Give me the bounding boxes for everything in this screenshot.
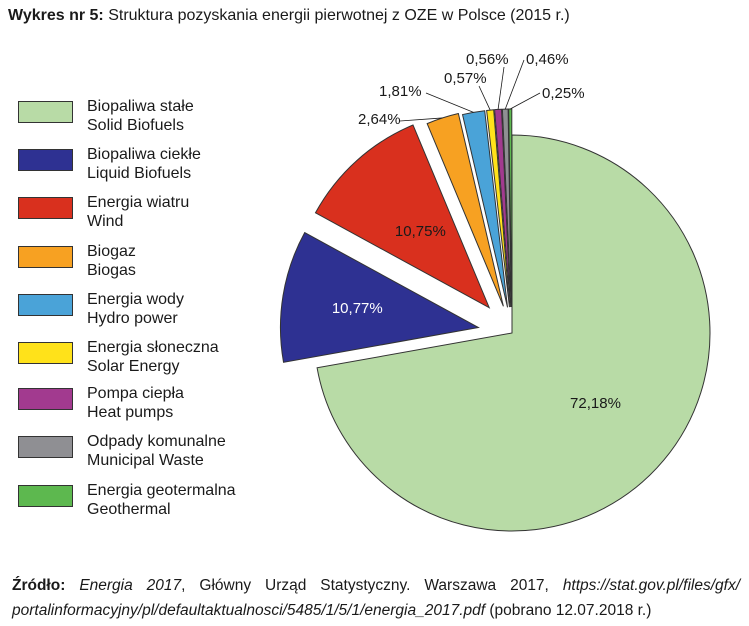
leader-line <box>497 66 505 110</box>
pie-slice <box>279 231 480 363</box>
legend-label-en: Heat pumps <box>87 404 174 421</box>
slice-label: 72,18% <box>570 395 621 412</box>
legend-label-pl: Odpady komunalne <box>87 433 226 450</box>
legend-label-en: Hydro power <box>87 310 178 327</box>
source-url-line2[interactable]: portalinformacyjny/pl/defaultaktualnosci… <box>12 602 486 619</box>
legend-label-pl: Energia wiatru <box>87 194 190 211</box>
pie-slice <box>508 108 513 308</box>
pie-slice <box>316 134 711 532</box>
legend-label-pl: Energia geotermalna <box>87 482 236 499</box>
legend-swatch <box>18 388 73 410</box>
legend-swatch <box>18 197 73 219</box>
legend-label-pl: Biogaz <box>87 243 136 260</box>
slice-label: 1,81% <box>379 83 422 100</box>
chart-title: Wykres nr 5: Struktura pozyskania energi… <box>8 7 570 25</box>
legend-item-solar: Energia słoneczna Solar Energy <box>18 338 278 378</box>
pie-slice <box>426 112 504 307</box>
legend-item-hydro: Energia wody Hydro power <box>18 290 278 330</box>
title-text: Struktura pozyskania energii pierwotnej … <box>108 7 570 24</box>
source-retrieved: (pobrano 12.07.2018 r.) <box>489 602 652 619</box>
source-note: Źródło: Energia 2017, Główny Urząd Staty… <box>12 573 740 623</box>
legend-item-geothermal: Energia geotermalna Geothermal <box>18 481 278 521</box>
leader-line <box>478 85 491 111</box>
legend-label-en: Wind <box>87 213 124 230</box>
legend-label-en: Liquid Biofuels <box>87 165 192 182</box>
legend-label-en: Municipal Waste <box>87 452 204 469</box>
slice-label: 0,56% <box>466 51 509 68</box>
legend-swatch <box>18 149 73 171</box>
slice-label: 10,75% <box>395 223 446 240</box>
legend-swatch <box>18 246 73 268</box>
legend-label-en: Solid Biofuels <box>87 117 184 134</box>
title-prefix: Wykres nr 5: <box>8 7 104 24</box>
leader-line <box>399 117 443 122</box>
legend-item-solid-biofuels: Biopaliwa stałe Solid Biofuels <box>18 97 278 137</box>
source-label: Źródło: <box>12 577 66 594</box>
legend-swatch <box>18 294 73 316</box>
slice-label: 10,77% <box>332 300 383 317</box>
leader-line <box>504 59 525 110</box>
legend-swatch <box>18 101 73 123</box>
slice-label: 0,57% <box>444 70 487 87</box>
legend-swatch <box>18 436 73 458</box>
pie-chart: 72,18% 10,77% 10,75% 2,64% 1,81% 0,57% 0,56% 0,… <box>279 51 711 532</box>
slice-label: 2,64% <box>358 111 401 128</box>
legend-label-en: Solar Energy <box>87 358 180 375</box>
pie-slice <box>314 124 491 309</box>
legend-swatch <box>18 485 73 507</box>
legend-label-pl: Energia słoneczna <box>87 339 219 356</box>
legend-swatch <box>18 342 73 364</box>
slice-label: 0,25% <box>542 85 585 102</box>
leader-line <box>425 92 474 113</box>
legend-item-heat-pumps: Pompa ciepła Heat pumps <box>18 384 278 424</box>
legend-item-municipal-waste: Odpady komunalne Municipal Waste <box>18 432 278 472</box>
legend-label-pl: Energia wody <box>87 291 184 308</box>
source-url-line1[interactable]: https://stat.gov.pl/files/gfx/ <box>562 577 740 594</box>
legend-label-pl: Biopaliwa stałe <box>87 98 194 115</box>
source-work: Energia 2017 <box>79 577 182 594</box>
source-publisher: , Główny Urząd Statystyczny. Warszawa 20… <box>181 577 549 594</box>
slice-label: 0,46% <box>526 51 569 68</box>
leader-line <box>510 92 541 110</box>
legend-label-pl: Biopaliwa ciekłe <box>87 146 201 163</box>
legend-item-wind: Energia wiatru Wind <box>18 193 278 233</box>
legend-label-en: Biogas <box>87 262 136 279</box>
legend-item-biogas: Biogaz Biogas <box>18 242 278 282</box>
legend-label-en: Geothermal <box>87 501 171 518</box>
legend-item-liquid-biofuels: Biopaliwa ciekłe Liquid Biofuels <box>18 145 278 185</box>
legend-label-pl: Pompa ciepła <box>87 385 184 402</box>
